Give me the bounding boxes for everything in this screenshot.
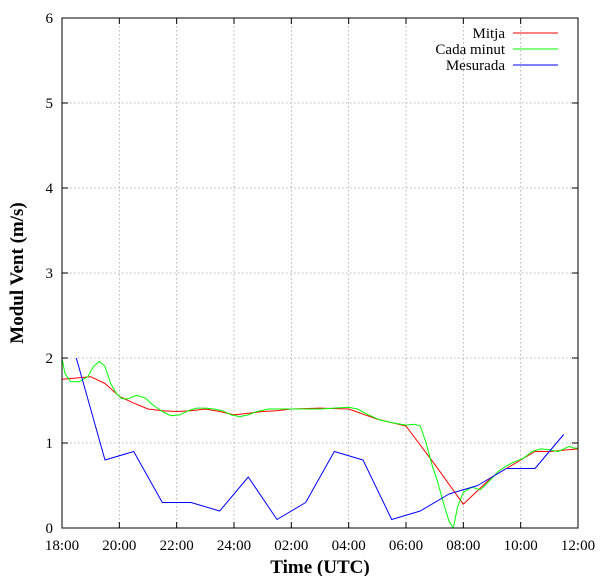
y-tick-label: 0	[46, 521, 54, 537]
grid	[62, 18, 578, 528]
y-axis-title: Modul Vent (m/s)	[7, 202, 28, 343]
y-tick-label: 4	[46, 181, 54, 197]
x-tick-label: 04:00	[332, 538, 366, 554]
x-tick-label: 24:00	[217, 538, 251, 554]
x-tick-label: 10:00	[504, 538, 538, 554]
x-tick-label: 20:00	[102, 538, 136, 554]
series-layer	[61, 357, 579, 529]
series-line-cada-minut	[61, 357, 578, 529]
axis-ticks	[61, 17, 579, 529]
y-tick-label: 1	[46, 436, 54, 452]
y-tick-label: 3	[46, 266, 54, 282]
series-line-mesurada	[75, 357, 565, 520]
y-tick-label: 2	[46, 351, 54, 367]
legend-label-mitja: Mitja	[473, 26, 506, 42]
x-tick-label: 08:00	[446, 538, 480, 554]
y-tick-labels: 0 1 2 3 4 5 6	[46, 11, 54, 537]
x-tick-label: 06:00	[389, 538, 423, 554]
series-line-mitja	[61, 376, 579, 505]
x-tick-label: 22:00	[160, 538, 194, 554]
x-axis-title: Time (UTC)	[270, 557, 369, 576]
y-tick-label: 5	[46, 96, 54, 112]
legend-label-cada-minut: Cada minut	[435, 42, 505, 58]
x-tick-label: 12:00	[561, 538, 595, 554]
legend-label-mesurada: Mesurada	[446, 58, 505, 74]
x-tick-label: 02:00	[274, 538, 308, 554]
y-tick-label: 6	[46, 11, 54, 27]
x-tick-labels: 18:00 20:00 22:00 24:00 02:00 04:00 06:00 08:00…	[45, 538, 595, 554]
x-tick-label: 18:00	[45, 538, 79, 554]
